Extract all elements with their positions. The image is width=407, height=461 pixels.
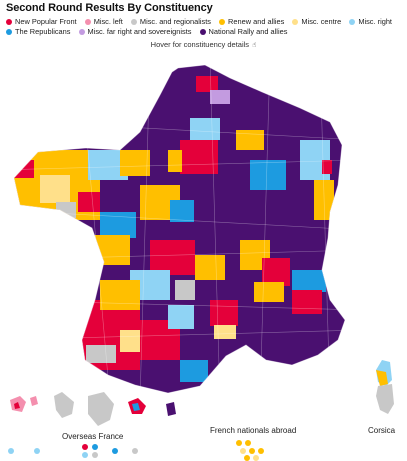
abroad-bubble-centre-2[interactable]: [253, 455, 259, 461]
border-line-10: [259, 65, 271, 393]
region-montpellier-nfp[interactable]: [210, 300, 238, 326]
hover-hint: Hover for constituency details ☝: [0, 40, 407, 49]
region-centre-nfp[interactable]: [150, 240, 195, 275]
border-line-2: [14, 159, 345, 171]
legend-label: Misc. left: [93, 17, 123, 26]
region-massif-renew[interactable]: [195, 255, 225, 280]
legend-swatch: [78, 28, 85, 35]
france-constituency-map[interactable]: [0, 50, 407, 460]
corsica-south-misc[interactable]: [376, 384, 394, 414]
legend-swatch: [130, 18, 137, 25]
legend-item-new-popular-front[interactable]: New Popular Front: [6, 17, 77, 27]
abroad-bubble-renew-2[interactable]: [245, 440, 251, 446]
reunion-lr[interactable]: [132, 403, 140, 411]
guadeloupe-island-left[interactable]: [30, 396, 38, 406]
abroad-bubble-centre-1[interactable]: [240, 448, 246, 454]
region-lyon-nfp[interactable]: [262, 258, 290, 286]
legend-label: Misc. and regionalists: [139, 17, 211, 26]
region-pyrenees-lr[interactable]: [180, 360, 208, 382]
region-alsace-renew[interactable]: [314, 180, 334, 220]
legend-item-misc-far-right[interactable]: Misc. far right and sovereignists: [78, 27, 192, 37]
legend-swatch: [199, 28, 206, 35]
region-montpellier-centre[interactable]: [214, 325, 236, 339]
legend-item-renew[interactable]: Renew and allies: [219, 17, 284, 27]
legend-swatch: [84, 18, 91, 25]
overseas-bubble-republicans[interactable]: [92, 444, 98, 450]
overseas-bubble-misc-2[interactable]: [132, 448, 138, 454]
overseas-france-label: Overseas France: [62, 432, 124, 441]
hint-text: Hover for constituency details: [150, 40, 250, 49]
guadeloupe-nfp[interactable]: [14, 402, 20, 409]
region-toulouse-right[interactable]: [168, 305, 194, 329]
region-centre-lr[interactable]: [170, 200, 194, 222]
region-lorraine-lr[interactable]: [250, 160, 286, 190]
legend-item-the-republicans[interactable]: The Republicans: [6, 27, 70, 37]
france-outline: [13, 64, 346, 394]
legend-item-national-rally[interactable]: National Rally and allies: [199, 27, 288, 37]
legend-label: New Popular Front: [15, 17, 77, 26]
legend-item-misc-left[interactable]: Misc. left: [84, 17, 123, 27]
legend-label: The Republicans: [15, 27, 71, 36]
legend-label: National Rally and allies: [208, 27, 288, 36]
region-loire-lr[interactable]: [100, 212, 136, 238]
region-normandy-renew[interactable]: [120, 150, 150, 176]
region-massif-misc[interactable]: [175, 280, 195, 300]
french-nationals-abroad-label: French nationals abroad: [210, 426, 297, 435]
region-paris-right[interactable]: [190, 118, 220, 140]
map-title: Second Round Results By Constituency: [6, 2, 213, 14]
border-line-9: [209, 65, 221, 393]
pointer-hand-icon: ☝: [252, 42, 257, 49]
corsica-renew[interactable]: [376, 370, 388, 386]
legend-item-misc-right[interactable]: Misc. right: [349, 17, 392, 27]
abroad-bubble-renew-4[interactable]: [258, 448, 264, 454]
corsica-label: Corsica: [368, 426, 396, 435]
corsica-map[interactable]: [376, 360, 394, 414]
legend-label: Misc. far right and sovereignists: [87, 27, 192, 36]
legend-item-misc-regionalists[interactable]: Misc. and regionalists: [130, 17, 211, 27]
legend-label: Misc. centre: [301, 17, 342, 26]
region-paris-nfp[interactable]: [180, 140, 218, 174]
legend-swatch: [219, 18, 226, 25]
region-lille-nfp[interactable]: [196, 76, 218, 92]
mayotte-rn[interactable]: [166, 402, 176, 416]
overseas-bubble-misc-right-3[interactable]: [82, 452, 88, 458]
legend-swatch: [292, 18, 299, 25]
region-sw-renew[interactable]: [100, 280, 140, 310]
abroad-bubble-renew-1[interactable]: [236, 440, 242, 446]
region-lyon-renew[interactable]: [254, 282, 284, 302]
overseas-bubble-republicans-2[interactable]: [112, 448, 118, 454]
overseas-map[interactable]: [10, 392, 176, 426]
overseas-bubble-misc-right-2[interactable]: [34, 448, 40, 454]
legend: New Popular Front Misc. left Misc. and r…: [6, 17, 401, 37]
legend-swatch: [349, 18, 356, 25]
legend-swatch: [6, 18, 12, 25]
region-east-renew[interactable]: [236, 130, 264, 150]
guyane-misc[interactable]: [88, 392, 114, 426]
overseas-bubble-nfp[interactable]: [82, 444, 88, 450]
legend-swatch: [6, 28, 12, 35]
region-paris-renew[interactable]: [168, 150, 182, 172]
abroad-bubble-renew-3[interactable]: [249, 448, 255, 454]
region-grenoble-nfp[interactable]: [292, 290, 322, 314]
overseas-bubble-misc[interactable]: [92, 452, 98, 458]
abroad-bubble-renew-5[interactable]: [244, 455, 250, 461]
region-brittany-centre[interactable]: [40, 175, 70, 203]
region-sw-misc[interactable]: [86, 345, 116, 363]
legend-label: Renew and allies: [228, 17, 285, 26]
region-north-far[interactable]: [210, 90, 230, 104]
martinique-misc[interactable]: [54, 392, 74, 418]
legend-label: Misc. right: [358, 17, 392, 26]
overseas-bubble-misc-right[interactable]: [8, 448, 14, 454]
region-rennes-nfp[interactable]: [78, 192, 100, 212]
region-strasbourg-nfp[interactable]: [322, 160, 332, 174]
legend-item-misc-centre[interactable]: Misc. centre: [292, 17, 341, 27]
region-alps-lr[interactable]: [292, 270, 326, 292]
